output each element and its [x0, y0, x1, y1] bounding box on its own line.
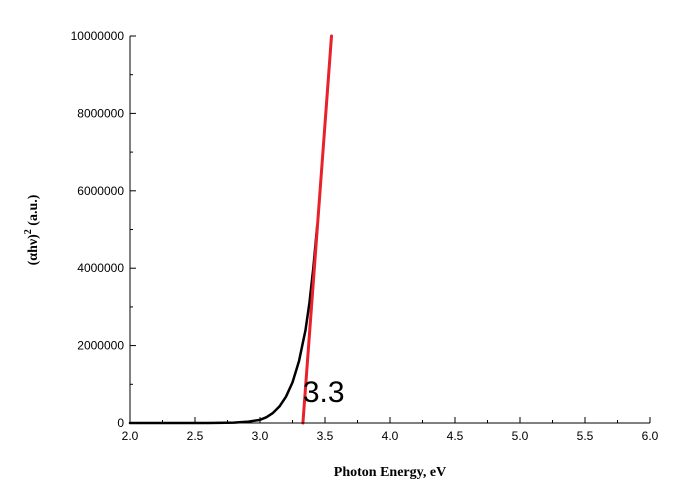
x-ticks: 2.0 2.5 3.0 3.5 4.0 4.5 5.0 5.5 6.0 — [122, 417, 659, 443]
y-tick-label: 2000000 — [77, 339, 124, 353]
x-tick-label: 4.0 — [382, 429, 399, 443]
y-axis-title-rest: (a.u.) — [26, 194, 41, 229]
x-tick-label: 6.0 — [642, 429, 659, 443]
x-tick-label: 4.5 — [447, 429, 464, 443]
annotations: 3.3 — [303, 376, 345, 409]
y-tick-label: 10000000 — [71, 29, 125, 43]
y-tick-label: 0 — [117, 416, 124, 430]
y-ticks: 0 2000000 4000000 6000000 8000000 10000000 — [71, 29, 136, 430]
x-tick-label: 3.5 — [317, 429, 334, 443]
y-tick-label: 6000000 — [77, 184, 124, 198]
plot-lines — [128, 34, 333, 425]
y-axis-title: (αhν)2 (a.u.) — [23, 194, 41, 265]
x-axis-title: Photon Energy, eV — [334, 465, 446, 480]
x-tick-label: 5.5 — [577, 429, 594, 443]
y-axis-title-main: (αhν) — [26, 234, 41, 266]
x-tick-label: 3.0 — [252, 429, 269, 443]
x-tick-label: 2.0 — [122, 429, 139, 443]
y-tick-label: 8000000 — [77, 106, 124, 120]
tangent-fit-line — [301, 34, 333, 425]
absorption-curve — [128, 224, 319, 425]
y-axis-title-sup: 2 — [23, 229, 34, 234]
y-tick-label: 4000000 — [77, 261, 124, 275]
bandgap-annotation: 3.3 — [303, 376, 345, 409]
axes — [129, 36, 650, 424]
x-tick-label: 5.0 — [512, 429, 529, 443]
x-tick-label: 2.5 — [187, 429, 204, 443]
